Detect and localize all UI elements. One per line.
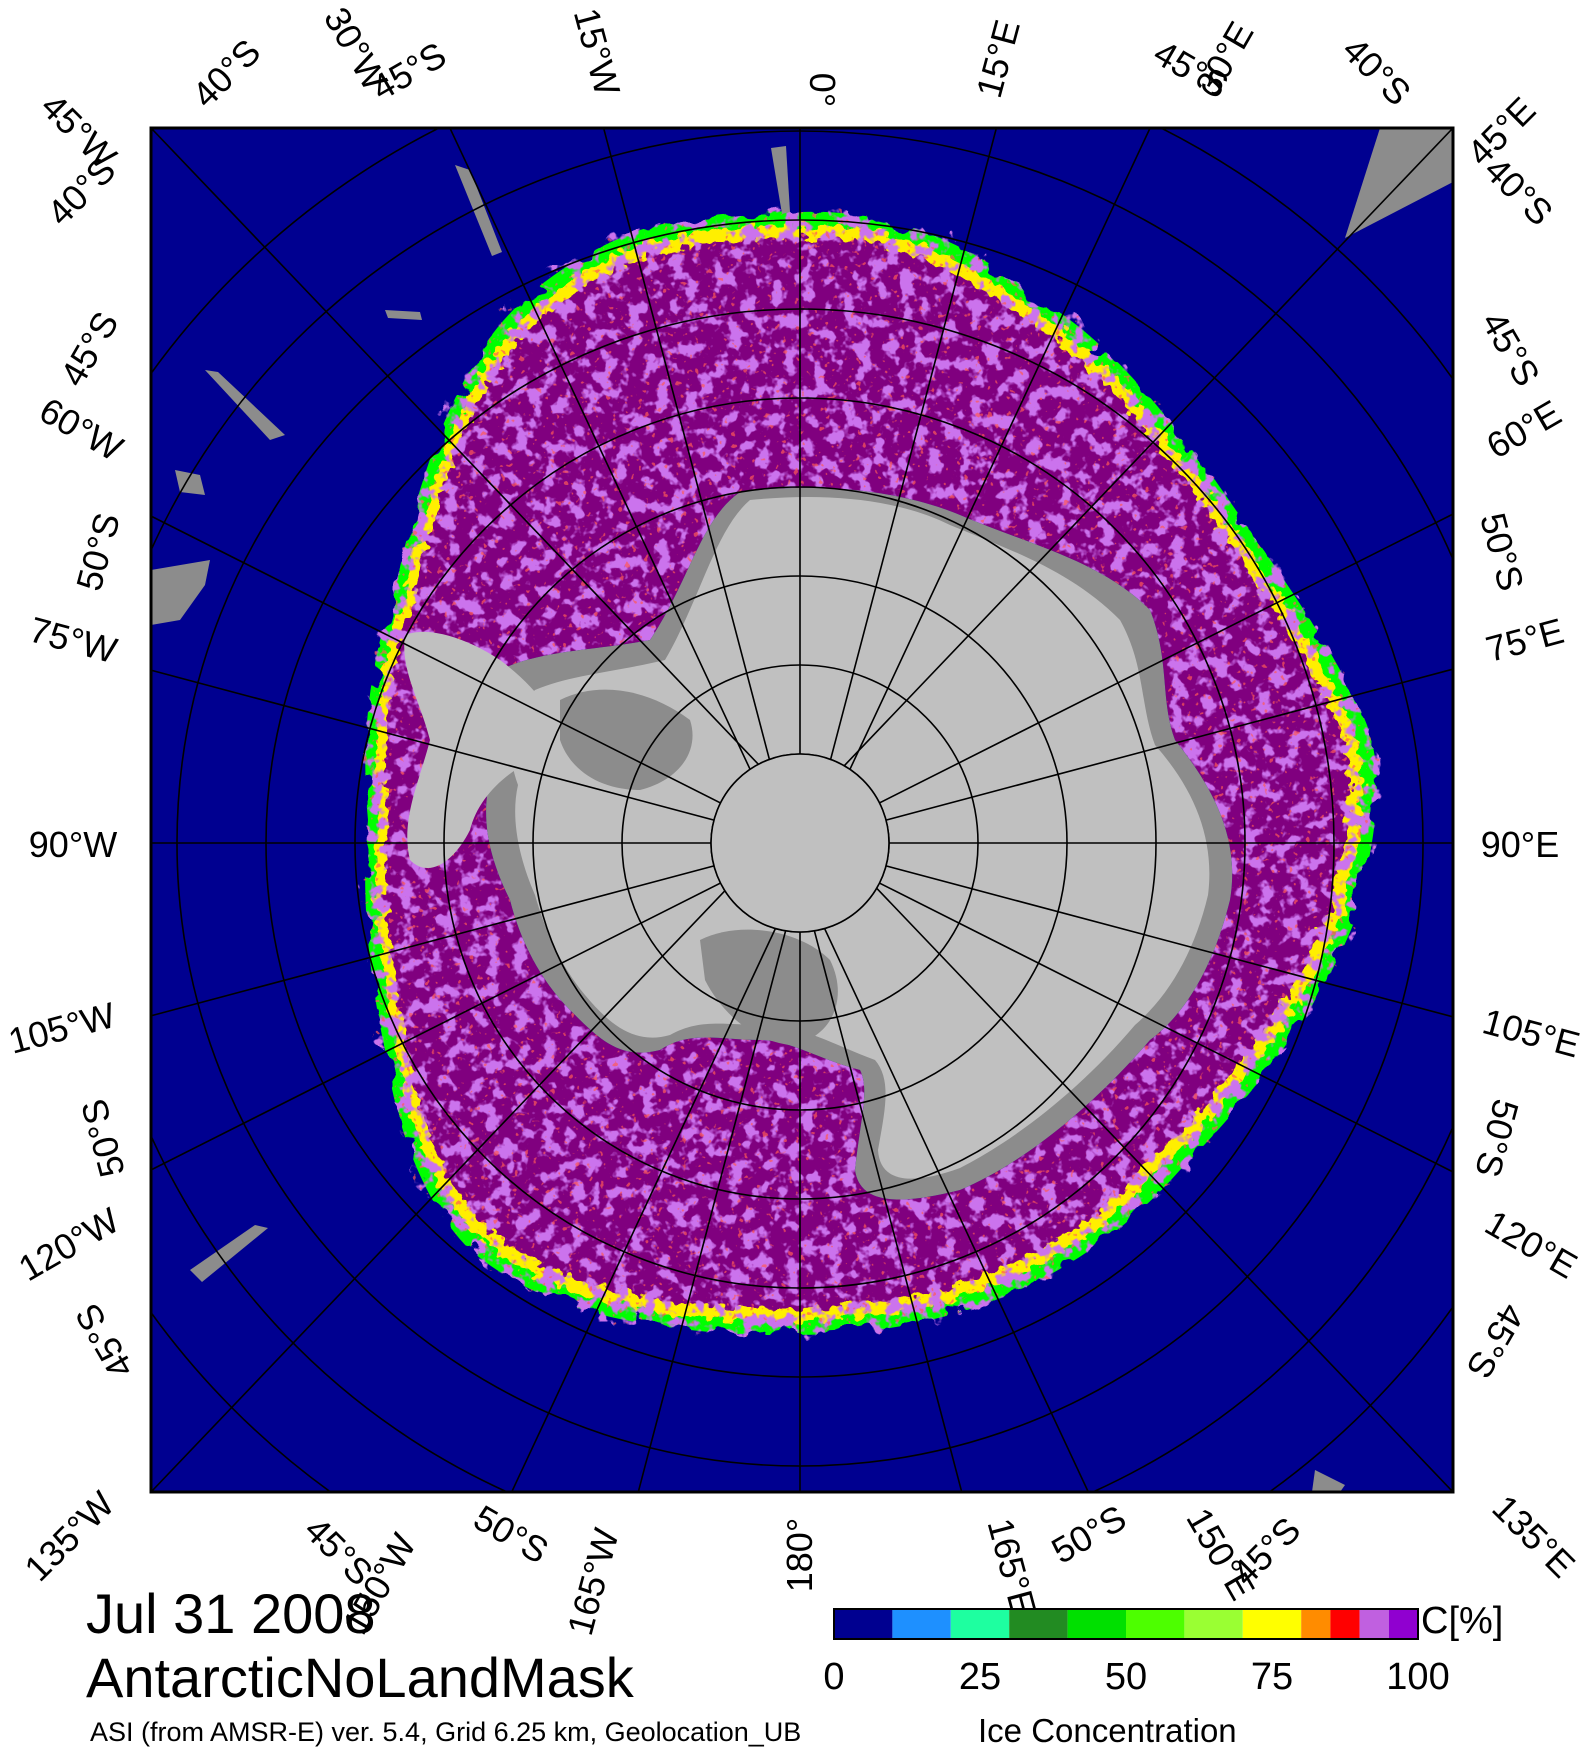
parallel-label: 40°S bbox=[184, 31, 268, 115]
colorbar-tick: 75 bbox=[1250, 1656, 1294, 1698]
colorbar-bin-2 bbox=[950, 1609, 1010, 1639]
meridian-label: 165°W bbox=[559, 1524, 627, 1639]
meridian-label: 105°W bbox=[4, 994, 119, 1062]
colorbar-tick: 0 bbox=[823, 1656, 845, 1698]
parallel-label: 45°S bbox=[1473, 305, 1548, 393]
meridian-label: 15°W bbox=[566, 4, 628, 100]
colorbar-tick: 100 bbox=[1386, 1656, 1450, 1698]
colorbar-bin-1 bbox=[892, 1609, 951, 1639]
colorbar bbox=[834, 1609, 1418, 1639]
map-date: Jul 31 2008 bbox=[86, 1582, 376, 1645]
colorbar-bin-11 bbox=[1388, 1609, 1418, 1639]
parallel-label: 50°S bbox=[1045, 1497, 1133, 1572]
parallel-label: 50°S bbox=[1467, 1095, 1527, 1181]
parallel-label: 50°S bbox=[68, 509, 128, 595]
colorbar-tick: 25 bbox=[958, 1656, 1002, 1698]
meridian-label: 15°E bbox=[968, 16, 1028, 102]
parallel-label: 45°S bbox=[1458, 1297, 1533, 1385]
pole-cap bbox=[710, 753, 890, 933]
meridian-label: 135°W bbox=[16, 1483, 122, 1589]
meridian-label: 90°E bbox=[1481, 824, 1559, 865]
map-frame bbox=[149, 126, 1455, 1494]
meridian-label: 120°E bbox=[1478, 1202, 1584, 1287]
colorbar-bin-0 bbox=[834, 1609, 893, 1639]
land-patch bbox=[151, 560, 210, 625]
colorbar-frame bbox=[833, 1608, 1419, 1640]
colorbar-bin-4 bbox=[1067, 1609, 1126, 1639]
land-patch bbox=[771, 146, 790, 214]
colorbar-bin-7 bbox=[1242, 1609, 1302, 1639]
meridian-label: 105°E bbox=[1478, 1000, 1584, 1065]
parallel-label: 45°S bbox=[52, 305, 127, 393]
meridian-label: 90°W bbox=[29, 824, 117, 865]
colorbar-bin-8 bbox=[1301, 1609, 1331, 1639]
colorbar-unit: C[%] bbox=[1421, 1600, 1504, 1642]
meridian-label: 75°W bbox=[25, 609, 121, 671]
colorbar-bin-10 bbox=[1359, 1609, 1389, 1639]
colorbar-bin-9 bbox=[1330, 1609, 1360, 1639]
meridian-label: 60°E bbox=[1480, 392, 1568, 467]
meridian-label: 180° bbox=[779, 1518, 820, 1592]
source-info: ASI (from AMSR-E) ver. 5.4, Grid 6.25 km… bbox=[90, 1717, 802, 1747]
parallel-label: 45°S bbox=[67, 1297, 142, 1385]
ronne-ice-shelf bbox=[560, 689, 693, 790]
colorbar-bin-3 bbox=[1009, 1609, 1068, 1639]
meridian-label: 120°W bbox=[12, 1199, 126, 1289]
land-patch bbox=[1312, 1470, 1345, 1492]
map-product: AntarcticNoLandMask bbox=[86, 1646, 634, 1709]
parallel-label: 50°S bbox=[467, 1497, 555, 1572]
land-patch bbox=[190, 1225, 268, 1282]
land-patch bbox=[455, 165, 502, 256]
meridian-label: 135°E bbox=[1485, 1487, 1584, 1586]
meridian-label: 60°W bbox=[33, 389, 130, 469]
variable-name: Ice Concentration bbox=[978, 1712, 1237, 1749]
land-patch bbox=[205, 370, 285, 440]
parallel-label: 50°S bbox=[73, 1095, 133, 1181]
land-patch bbox=[385, 310, 422, 320]
parallel-label: 50°S bbox=[1472, 509, 1532, 595]
meridian-label: 165°E bbox=[980, 1514, 1045, 1620]
colorbar-bin-5 bbox=[1126, 1609, 1185, 1639]
antarctic-peninsula bbox=[404, 631, 560, 869]
meridian-label: 0° bbox=[802, 73, 843, 107]
parallel-label: 40°S bbox=[1335, 29, 1419, 113]
colorbar-tick: 50 bbox=[1104, 1656, 1148, 1698]
meridian-label: 75°E bbox=[1482, 610, 1568, 670]
colorbar-bin-6 bbox=[1184, 1609, 1243, 1639]
